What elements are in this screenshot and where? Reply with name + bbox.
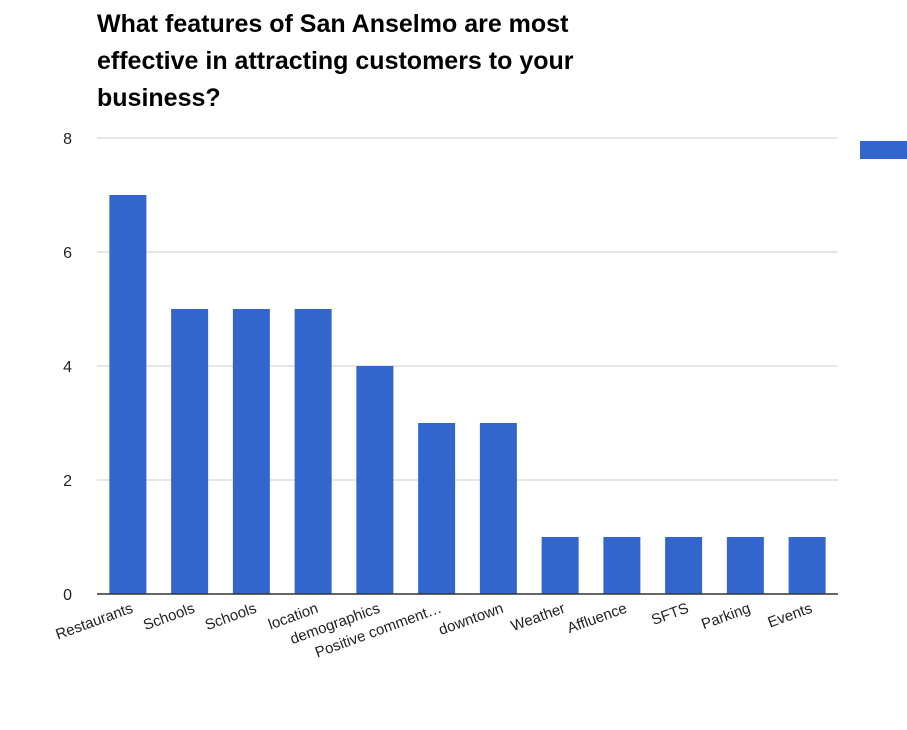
bar: [788, 537, 826, 594]
bar: [418, 423, 456, 594]
y-tick-labels: 0 2 4 6 8: [63, 131, 72, 604]
bar: [726, 537, 764, 594]
y-tick-label: 8: [63, 131, 72, 148]
bar: [541, 537, 579, 594]
bar: [479, 423, 517, 594]
x-tick-labels: Restaurants Schools Schools locationdemogra…: [53, 600, 814, 662]
y-tick-label: 4: [63, 359, 72, 376]
bar: [665, 537, 703, 594]
bar: [356, 366, 394, 594]
y-tick-label: 6: [63, 245, 72, 262]
chart-title: What features of San Anselmo are most ef…: [97, 10, 574, 112]
bar: [171, 309, 209, 594]
legend-swatch: [860, 141, 907, 159]
x-tick-label: Schools: [203, 600, 259, 634]
y-tick-label: 2: [63, 473, 72, 490]
x-tick-label: Parking: [699, 600, 753, 633]
x-tick-label: Weather: [509, 600, 568, 635]
x-tick-label: Restaurants: [53, 600, 135, 644]
y-tick-label: 0: [63, 587, 72, 604]
bar: [109, 195, 147, 594]
bar: [294, 309, 332, 594]
x-tick-label: Schools: [141, 600, 197, 634]
x-tick-label: SFTS: [649, 600, 691, 629]
x-tick-label: downtown: [436, 600, 505, 639]
bar: [232, 309, 270, 594]
x-tick-label: Affluence: [565, 600, 629, 637]
gridlines: [97, 137, 838, 481]
bars: [109, 195, 826, 594]
x-tick-label: Events: [766, 600, 815, 632]
bar: [603, 537, 641, 594]
